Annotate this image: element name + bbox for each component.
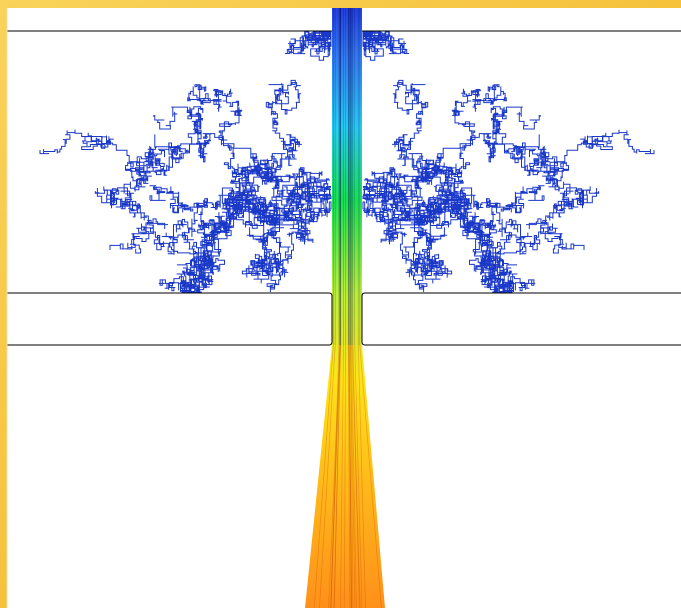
slab-left [7,293,332,345]
simulation-image [0,0,681,608]
page: (() => { const data = JSON.parse(documen… [0,0,681,608]
slab-right [362,293,681,345]
